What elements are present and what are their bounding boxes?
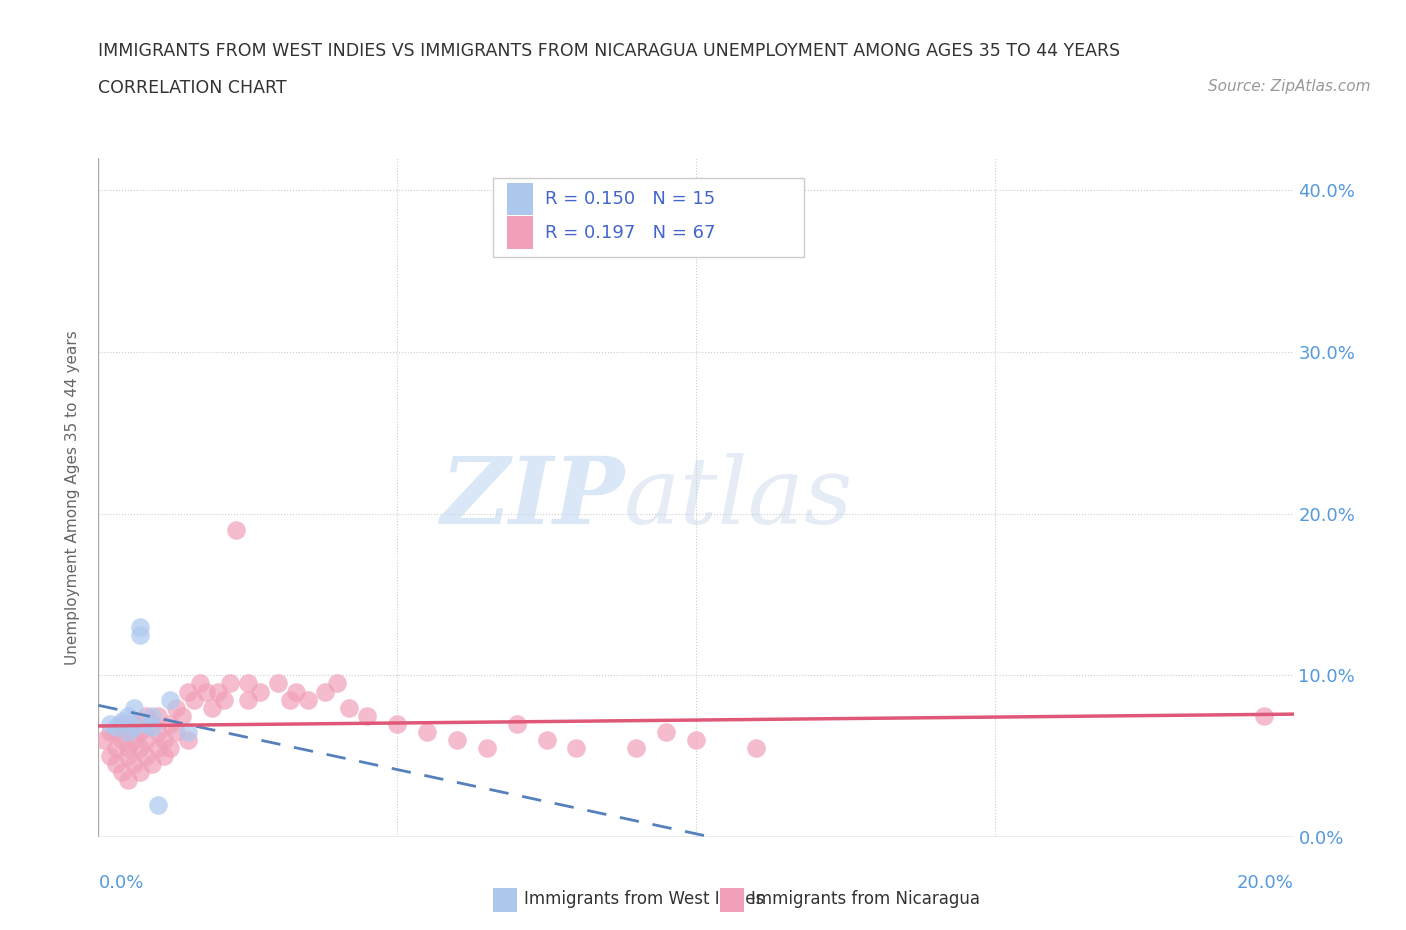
Point (159, 740, 181, 755)
Point (111, 733, 134, 748)
Point (105, 724, 128, 739)
Point (148, 740, 170, 755)
Point (655, 724, 678, 739)
Point (117, 724, 139, 739)
Point (111, 713, 134, 728)
Point (111, 716, 134, 731)
Bar (494, 888, 517, 911)
Text: Immigrants from Nicaragua: Immigrants from Nicaragua (751, 890, 980, 909)
Point (1253, 709, 1275, 724)
Point (165, 700, 187, 715)
Point (135, 733, 157, 748)
Point (117, 709, 139, 724)
Bar (494, 179, 804, 257)
Point (148, 709, 170, 724)
Point (141, 757, 163, 772)
Text: 20.0%: 20.0% (1237, 874, 1294, 893)
Point (153, 733, 176, 748)
Point (297, 692, 319, 707)
Point (148, 797, 170, 812)
Point (153, 749, 176, 764)
Point (267, 676, 290, 691)
Point (159, 692, 181, 707)
Point (236, 692, 259, 707)
Point (159, 716, 181, 731)
Point (207, 684, 229, 699)
Point (124, 716, 146, 731)
Point (565, 740, 588, 755)
Point (506, 716, 529, 731)
Y-axis label: Unemployment Among Ages 35 to 44 years: Unemployment Among Ages 35 to 44 years (65, 330, 80, 665)
Point (177, 724, 200, 739)
Point (117, 749, 139, 764)
Point (745, 740, 768, 755)
Point (148, 724, 170, 739)
Point (124, 733, 146, 748)
Point (129, 740, 152, 755)
Text: IMMIGRANTS FROM WEST INDIES VS IMMIGRANTS FROM NICARAGUA UNEMPLOYMENT AMONG AGES: IMMIGRANTS FROM WEST INDIES VS IMMIGRANT… (98, 42, 1121, 60)
Text: atlas: atlas (624, 453, 853, 542)
Point (177, 733, 200, 748)
Point (536, 733, 558, 748)
Point (201, 700, 224, 715)
Point (446, 733, 468, 748)
Point (188, 676, 211, 691)
Point (100, 749, 122, 764)
Point (105, 720, 128, 735)
Text: Source: ZipAtlas.com: Source: ZipAtlas.com (1208, 79, 1371, 94)
Point (212, 692, 235, 707)
Point (385, 716, 409, 731)
Point (100, 724, 122, 739)
Point (117, 740, 139, 755)
Text: 0.0%: 0.0% (98, 874, 143, 893)
Bar (508, 182, 533, 215)
Point (284, 684, 307, 699)
Point (124, 700, 146, 715)
Bar (508, 217, 533, 249)
Point (339, 700, 360, 715)
Point (124, 720, 146, 735)
Bar (720, 888, 744, 911)
Point (135, 749, 157, 764)
Point (117, 724, 139, 739)
Point (326, 676, 349, 691)
Point (165, 724, 187, 739)
Point (177, 684, 200, 699)
Point (236, 676, 259, 691)
Point (129, 628, 152, 643)
Point (105, 740, 128, 755)
Point (124, 757, 146, 772)
Point (135, 709, 157, 724)
Point (105, 757, 128, 772)
Point (111, 764, 134, 779)
Point (129, 724, 152, 739)
Point (183, 692, 205, 707)
Point (626, 740, 648, 755)
Point (172, 709, 194, 724)
Point (475, 740, 498, 755)
Point (135, 716, 157, 731)
Point (315, 684, 337, 699)
Point (117, 773, 139, 788)
Point (219, 676, 242, 691)
Text: ZIP: ZIP (440, 453, 624, 542)
Text: Immigrants from West Indies: Immigrants from West Indies (524, 890, 763, 909)
Point (225, 523, 247, 538)
Point (416, 724, 439, 739)
Point (249, 684, 271, 699)
Point (141, 716, 163, 731)
Point (129, 619, 152, 634)
Point (195, 684, 218, 699)
Text: R = 0.197   N = 67: R = 0.197 N = 67 (546, 224, 716, 242)
Point (129, 764, 152, 779)
Point (685, 733, 707, 748)
Point (100, 716, 122, 731)
Point (278, 692, 301, 707)
Point (141, 709, 163, 724)
Point (356, 709, 378, 724)
Point (93, 733, 115, 748)
Point (141, 720, 163, 735)
Text: R = 0.150   N = 15: R = 0.150 N = 15 (546, 190, 716, 207)
Text: CORRELATION CHART: CORRELATION CHART (98, 79, 287, 97)
